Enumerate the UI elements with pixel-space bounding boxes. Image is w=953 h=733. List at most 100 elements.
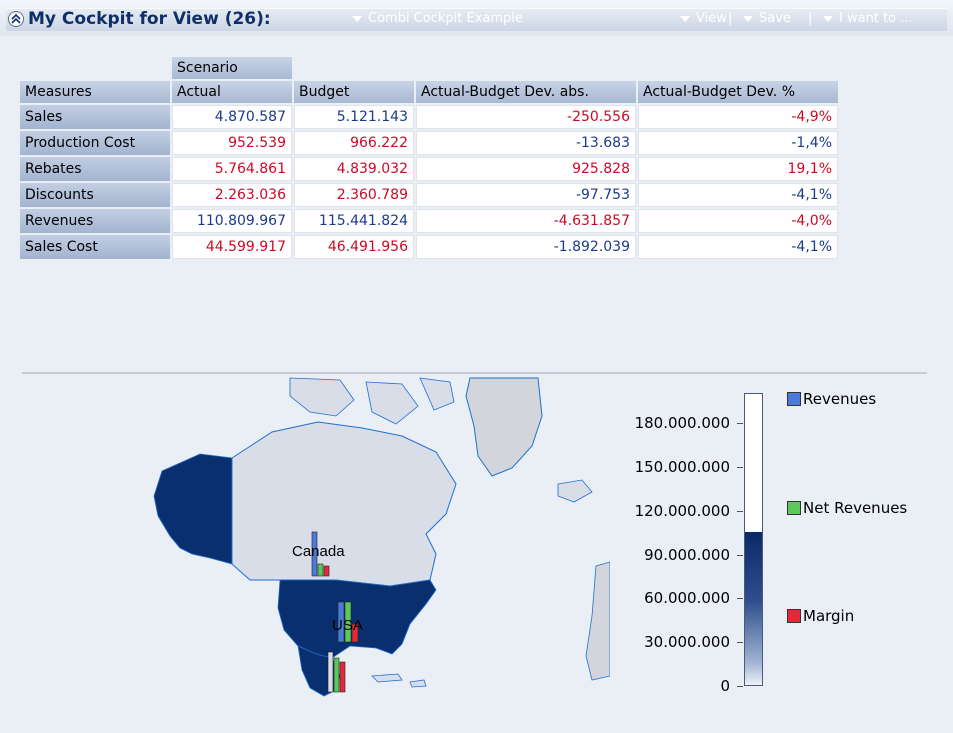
alaska-region[interactable] xyxy=(153,453,233,565)
scale-tick-label: 30.000.000 xyxy=(644,633,730,652)
row-label[interactable]: Production Cost xyxy=(20,131,170,155)
mexico-net-revenues-bar[interactable] xyxy=(333,657,340,693)
column-header-row: Measures Actual Budget Actual-Budget Dev… xyxy=(20,81,838,103)
north-america-map[interactable]: Canada USA xyxy=(140,376,610,698)
dropdown-triangle-icon xyxy=(680,16,690,22)
cockpit-menu[interactable]: Combi Cockpit Example xyxy=(352,8,523,30)
usa-net-revenues-bar[interactable] xyxy=(344,601,352,643)
greenland-region xyxy=(465,377,543,477)
scale-tick-mark xyxy=(737,642,743,644)
legend-swatch-net-revenues xyxy=(787,501,801,515)
arctic-islands xyxy=(289,377,455,425)
cell-dev-abs: -4.631.857 xyxy=(416,209,636,233)
cell-dev-pct: -4,0% xyxy=(638,209,838,233)
cell-actual: 110.809.967 xyxy=(172,209,292,233)
table-row: Production Cost 952.539 966.222 -13.683 … xyxy=(20,131,838,155)
canada-net-revenues-bar[interactable] xyxy=(317,563,324,577)
row-label[interactable]: Revenues xyxy=(20,209,170,233)
usa-revenues-bar[interactable] xyxy=(337,601,345,643)
row-label[interactable]: Sales Cost xyxy=(20,235,170,259)
row-label[interactable]: Rebates xyxy=(20,157,170,181)
cell-actual: 4.870.587 xyxy=(172,105,292,129)
column-header-budget[interactable]: Budget xyxy=(294,81,414,103)
save-menu-label: Save xyxy=(759,11,791,26)
column-header-dev-abs[interactable]: Actual-Budget Dev. abs. xyxy=(416,81,636,103)
europe-fragment xyxy=(585,561,610,681)
table-row: Sales 4.870.587 5.121.143 -250.556 -4,9% xyxy=(20,105,838,129)
legend-item-net-revenues[interactable]: Net Revenues xyxy=(787,499,907,517)
cell-budget: 115.441.824 xyxy=(294,209,414,233)
dropdown-triangle-icon xyxy=(743,16,753,22)
row-label[interactable]: Sales xyxy=(20,105,170,129)
usa-region[interactable] xyxy=(277,579,437,659)
legend-item-revenues[interactable]: Revenues xyxy=(787,390,876,408)
view-menu[interactable]: View xyxy=(680,8,727,30)
scale-tick-mark xyxy=(737,423,743,424)
value-scale-bar xyxy=(744,393,763,686)
title-strip xyxy=(6,8,947,31)
scale-tick-mark xyxy=(737,510,743,512)
legend-swatch-margin xyxy=(787,609,801,623)
canada-margin-bar[interactable] xyxy=(323,565,330,577)
legend-label-margin: Margin xyxy=(803,607,855,625)
i-want-to-menu-label: I want to ... xyxy=(839,11,913,26)
cell-budget: 2.360.789 xyxy=(294,183,414,207)
mexico-margin-bar[interactable] xyxy=(339,661,346,693)
scale-tick-mark xyxy=(737,686,743,687)
scenario-row: Scenario xyxy=(20,57,838,79)
cell-dev-pct: -4,1% xyxy=(638,183,838,207)
cell-dev-abs: 925.828 xyxy=(416,157,636,181)
scale-tick-mark xyxy=(737,554,743,556)
cell-actual: 2.263.036 xyxy=(172,183,292,207)
cell-dev-pct: -1,4% xyxy=(638,131,838,155)
cell-dev-pct: -4,9% xyxy=(638,105,838,129)
table-row: Discounts 2.263.036 2.360.789 -97.753 -4… xyxy=(20,183,838,207)
cell-dev-abs: -13.683 xyxy=(416,131,636,155)
table-row: Rebates 5.764.861 4.839.032 925.828 19,1… xyxy=(20,157,838,181)
column-header-actual[interactable]: Actual xyxy=(172,81,292,103)
usa-margin-bar[interactable] xyxy=(351,623,359,643)
separator: | xyxy=(808,11,813,26)
page-title: My Cockpit for View (26): xyxy=(28,9,271,29)
cell-actual: 952.539 xyxy=(172,131,292,155)
map-label-usa: USA xyxy=(332,617,363,634)
scale-tick-label: 90.000.000 xyxy=(644,545,730,564)
legend-item-margin[interactable]: Margin xyxy=(787,607,854,625)
mexico-revenues-bar[interactable] xyxy=(327,651,334,693)
cell-budget: 5.121.143 xyxy=(294,105,414,129)
table-row: Revenues 110.809.967 115.441.824 -4.631.… xyxy=(20,209,838,233)
value-scale-fill xyxy=(745,532,762,685)
dropdown-triangle-icon xyxy=(823,16,833,22)
canada-region[interactable] xyxy=(231,421,457,587)
legend-label-net-revenues: Net Revenues xyxy=(803,499,908,517)
cell-dev-abs: -250.556 xyxy=(416,105,636,129)
caribbean-islands xyxy=(371,673,427,688)
scale-tick-label: 150.000.000 xyxy=(634,457,730,476)
iceland-region xyxy=(557,479,593,503)
measures-table: Scenario Measures Actual Budget Actual-B… xyxy=(18,55,840,261)
canada-revenues-bar[interactable] xyxy=(311,531,318,577)
scale-tick-label: 0 xyxy=(720,677,730,695)
separator: | xyxy=(728,11,733,26)
scale-tick-mark xyxy=(737,598,743,600)
legend-label-revenues: Revenues xyxy=(803,390,877,408)
scenario-header[interactable]: Scenario xyxy=(172,57,292,79)
cell-dev-pct: 19,1% xyxy=(638,157,838,181)
scale-tick-label: 60.000.000 xyxy=(644,589,730,608)
column-header-measures[interactable]: Measures xyxy=(20,81,170,103)
cell-actual: 44.599.917 xyxy=(172,235,292,259)
i-want-to-menu[interactable]: I want to ... xyxy=(823,8,913,30)
save-menu[interactable]: Save xyxy=(743,8,791,30)
cockpit-menu-label: Combi Cockpit Example xyxy=(368,11,523,26)
cell-budget: 966.222 xyxy=(294,131,414,155)
cell-dev-pct: -4,1% xyxy=(638,235,838,259)
row-label[interactable]: Discounts xyxy=(20,183,170,207)
table-row: Sales Cost 44.599.917 46.491.956 -1.892.… xyxy=(20,235,838,259)
cell-budget: 4.839.032 xyxy=(294,157,414,181)
column-header-dev-pct[interactable]: Actual-Budget Dev. % xyxy=(638,81,838,103)
section-divider xyxy=(22,372,927,374)
dropdown-triangle-icon xyxy=(352,16,362,22)
scale-tick-mark xyxy=(737,466,743,468)
collapse-icon[interactable] xyxy=(8,11,24,27)
cell-dev-abs: -1.892.039 xyxy=(416,235,636,259)
